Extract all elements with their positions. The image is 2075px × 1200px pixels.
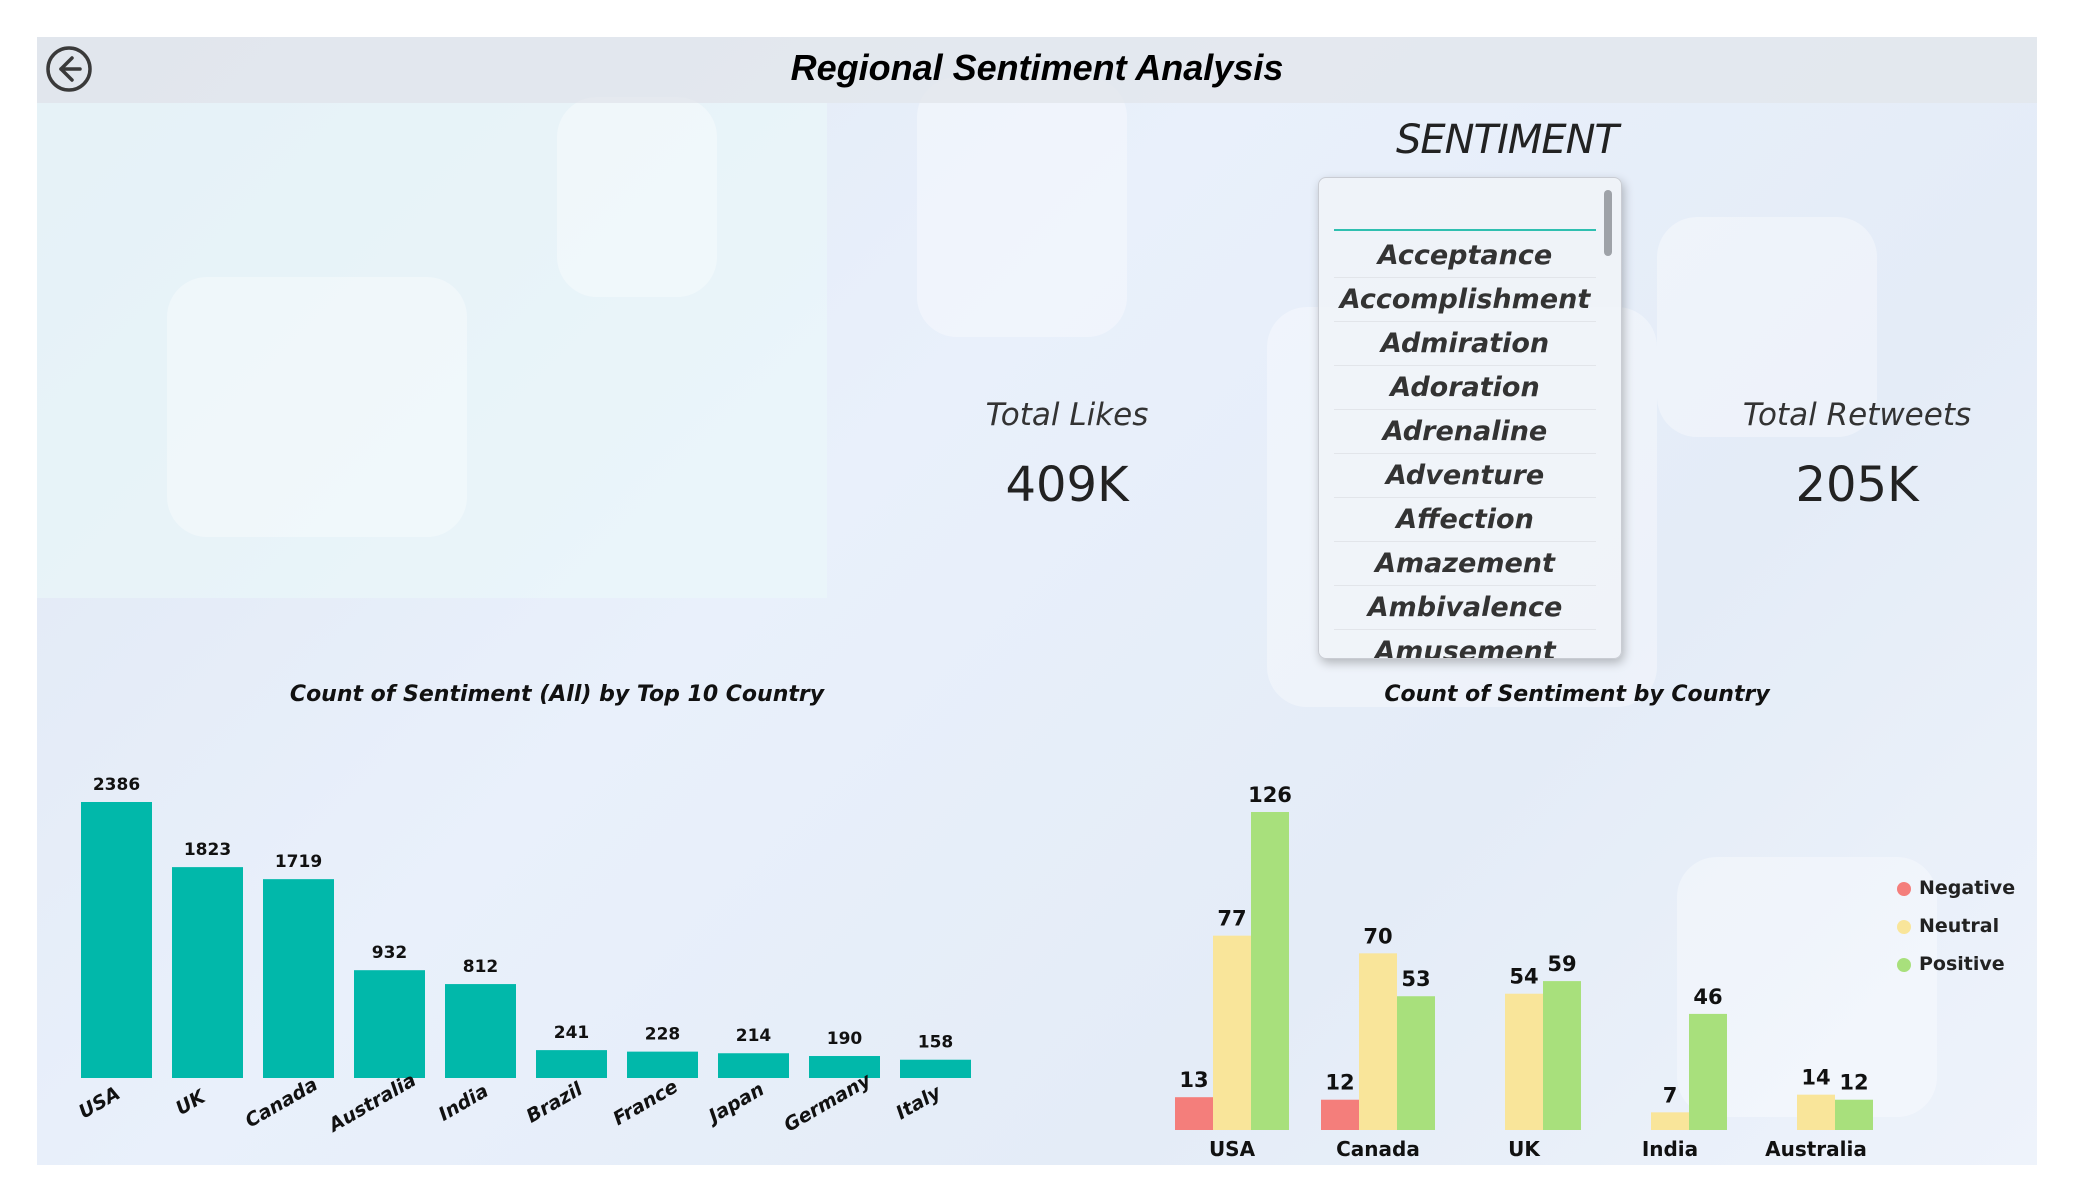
- back-arrow-icon[interactable]: [45, 45, 93, 93]
- chart-title-top10: Count of Sentiment (All) by Top 10 Count…: [289, 682, 825, 707]
- bar: [900, 1059, 971, 1078]
- slicer-item[interactable]: Accomplishment: [1334, 278, 1596, 322]
- top10-country-bar-chart: 2386 USA 1823 UK 1719 Canada 932 Australia 812 In…: [75, 775, 971, 1137]
- page-title: Regional Sentiment Analysis: [790, 47, 1284, 88]
- data-label: 77: [1217, 907, 1246, 931]
- slicer-search-underline: [1334, 229, 1596, 231]
- background-tile: [1657, 217, 1877, 437]
- total-retweets-value: 205K: [1795, 457, 1919, 513]
- total-likes-value: 409K: [1005, 457, 1129, 513]
- bar-neutral: [1213, 935, 1251, 1130]
- data-label: 126: [1248, 783, 1292, 807]
- x-tick-label: Germany: [780, 1068, 876, 1136]
- data-label: 190: [827, 1029, 863, 1049]
- bar-neutral: [1651, 1112, 1689, 1130]
- bar-negative: [1175, 1097, 1213, 1130]
- slicer-item[interactable]: Amusement: [1334, 630, 1596, 658]
- bar-positive: [1397, 996, 1435, 1130]
- background-panel: [37, 103, 827, 598]
- bar-positive: [1543, 981, 1581, 1130]
- background-tile: [917, 77, 1127, 337]
- data-label: 2386: [93, 775, 140, 795]
- data-label: 7: [1663, 1083, 1678, 1107]
- background-tile: [557, 97, 717, 297]
- total-likes-label: Total Likes: [985, 397, 1149, 433]
- data-label: 12: [1839, 1071, 1868, 1095]
- data-label: 214: [736, 1026, 772, 1046]
- x-tick-label: UK: [1508, 1137, 1541, 1157]
- slicer-item[interactable]: Ambivalence: [1334, 586, 1596, 630]
- bar: [718, 1053, 789, 1078]
- total-retweets-label: Total Retweets: [1742, 397, 1972, 433]
- legend-dot: [1897, 957, 1911, 972]
- bar-positive: [1689, 1013, 1727, 1130]
- legend-dot: [1897, 919, 1911, 934]
- slicer-item[interactable]: Adrenaline: [1334, 410, 1596, 454]
- data-label: 70: [1363, 924, 1392, 948]
- chart-title-by-country: Count of Sentiment by Country: [1384, 682, 1770, 707]
- data-label: 228: [645, 1025, 681, 1045]
- bar: [536, 1050, 607, 1078]
- bar: [809, 1056, 880, 1078]
- background-tile: [167, 277, 467, 537]
- data-label: 53: [1401, 967, 1430, 991]
- legend-item-negative[interactable]: Negative: [1897, 877, 2015, 899]
- data-label: 13: [1179, 1068, 1208, 1092]
- bar-positive: [1251, 812, 1289, 1130]
- x-tick-label: UK: [172, 1085, 210, 1120]
- data-label: 12: [1325, 1071, 1354, 1095]
- data-label: 241: [554, 1023, 590, 1043]
- bar: [172, 867, 243, 1078]
- bar: [445, 984, 516, 1078]
- legend-item-neutral[interactable]: Neutral: [1897, 915, 1999, 937]
- x-tick-label: France: [609, 1076, 681, 1130]
- bar-neutral: [1505, 993, 1543, 1130]
- bar-neutral: [1359, 953, 1397, 1130]
- bar-neutral: [1797, 1094, 1835, 1130]
- slicer-item[interactable]: Affection: [1334, 498, 1596, 542]
- x-tick-label: Japan: [702, 1078, 768, 1129]
- title-bar: Regional Sentiment Analysis: [37, 37, 2037, 103]
- dashboard-canvas: Regional Sentiment Analysis SENTIMENT Ac…: [37, 37, 2037, 1165]
- x-tick-label: USA: [75, 1082, 124, 1123]
- data-label: 54: [1509, 965, 1538, 989]
- sentiment-by-country-bar-chart: 13 77 126 USA 12 70 53 Canada 54 59 UK 7 46 India 14 12…: [1175, 783, 1873, 1157]
- data-label: 14: [1801, 1066, 1830, 1090]
- data-label: 932: [372, 943, 408, 963]
- bar: [81, 802, 152, 1078]
- slicer-item[interactable]: Admiration: [1334, 322, 1596, 366]
- data-label: 59: [1547, 952, 1576, 976]
- x-tick-label: USA: [1209, 1137, 1256, 1157]
- legend-item-positive[interactable]: Positive: [1897, 953, 2005, 975]
- x-tick-label: India: [435, 1080, 492, 1126]
- x-tick-label: Brazil: [523, 1078, 587, 1128]
- bar-negative: [1321, 1099, 1359, 1130]
- x-tick-label: Australia: [323, 1069, 419, 1137]
- bar: [263, 879, 334, 1078]
- data-label: 812: [463, 957, 499, 977]
- bar: [354, 970, 425, 1078]
- legend-dot: [1897, 881, 1911, 896]
- data-label: 1823: [184, 840, 231, 860]
- slicer-scrollbar[interactable]: [1604, 190, 1612, 256]
- sentiment-slicer[interactable]: Acceptance Accomplishment Admiration Ado…: [1318, 177, 1622, 659]
- bar-positive: [1835, 1099, 1873, 1130]
- data-label: 1719: [275, 852, 322, 872]
- bar: [627, 1051, 698, 1078]
- x-tick-label: Italy: [892, 1081, 946, 1125]
- slicer-item[interactable]: Adoration: [1334, 366, 1596, 410]
- slicer-item[interactable]: Adventure: [1334, 454, 1596, 498]
- slicer-list: Acceptance Accomplishment Admiration Ado…: [1334, 234, 1596, 658]
- x-tick-label: Canada: [1336, 1137, 1420, 1157]
- sentiment-slicer-title: SENTIMENT: [1396, 117, 1619, 163]
- x-tick-label: India: [1642, 1137, 1698, 1157]
- data-label: 46: [1693, 985, 1722, 1009]
- x-tick-label: Australia: [1765, 1137, 1867, 1157]
- data-label: 158: [918, 1033, 954, 1053]
- slicer-item[interactable]: Amazement: [1334, 542, 1596, 586]
- x-tick-label: Canada: [242, 1073, 322, 1132]
- slicer-item[interactable]: Acceptance: [1334, 234, 1596, 278]
